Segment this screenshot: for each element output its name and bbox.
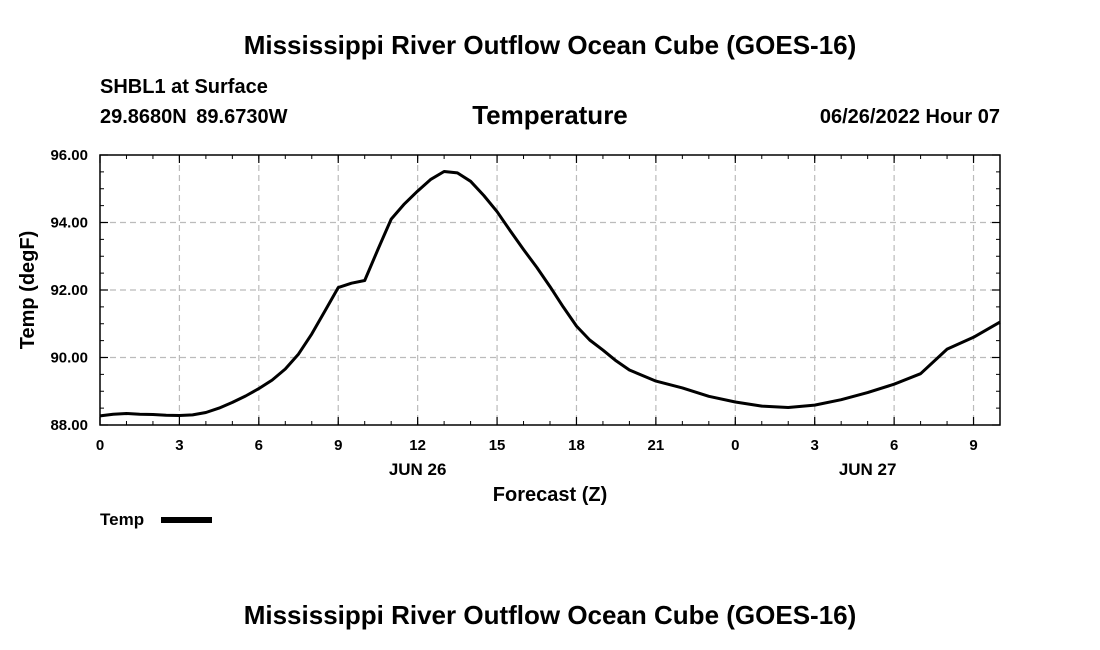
legend-label: Temp [100,510,144,529]
y-tick-label: 90.00 [50,350,88,367]
y-tick-label: 92.00 [50,282,88,299]
parameter-title: Temperature [472,100,628,130]
x-tick-label: 9 [969,437,977,454]
plot-frame [99,154,1001,426]
x-tick-label: 21 [648,437,665,454]
y-axis-title: Temp (degF) [17,231,39,350]
forecast-datetime: 06/26/2022 Hour 07 [819,106,1000,128]
x-tick-label: 3 [175,437,183,454]
date-label: JUN 26 [389,460,447,479]
x-tick-label: 0 [96,437,104,454]
station-label: SHBL1 at Surface [100,76,268,98]
y-tick-label: 96.00 [50,147,88,164]
x-tick-label: 12 [409,437,426,454]
x-tick-label: 18 [568,437,585,454]
temp-series-line [99,170,1001,418]
y-tick-label: 88.00 [50,417,88,434]
x-tick-label: 9 [334,437,342,454]
x-tick-label: 15 [489,437,506,454]
chart-title: Mississippi River Outflow Ocean Cube (GO… [243,30,857,60]
grid-lines [100,155,1000,425]
x-axis-title: Forecast (Z) [493,484,607,506]
y-tick-label: 94.00 [50,215,88,232]
axis-labels: 0 3 6 9 12 15 18 21 0 3 6 9 88.00 90.00 92.00 94.00 96.0… [50,147,977,479]
station-coordinates: 29.8680N 89.6730W [100,106,288,128]
x-tick-label: 6 [255,437,263,454]
x-tick-label: 6 [890,437,898,454]
date-label: JUN 27 [839,460,897,479]
x-tick-label: 0 [731,437,739,454]
footer-title: Mississippi River Outflow Ocean Cube (GO… [243,600,857,630]
x-tick-label: 3 [811,437,819,454]
